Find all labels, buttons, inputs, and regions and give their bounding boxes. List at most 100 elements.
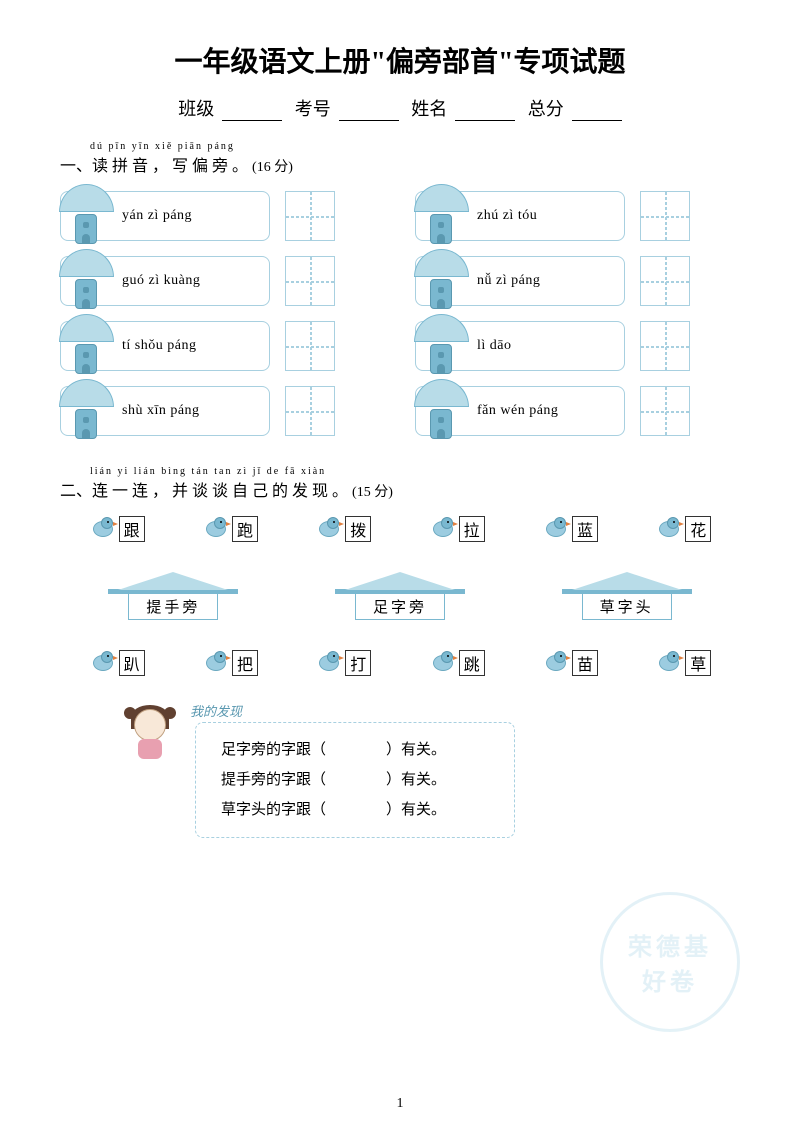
- mushroom-item-1: zhú zì tóu: [415, 191, 740, 241]
- mushroom-grid: yán zì páng zhú zì tóu guó zì kuàng: [60, 191, 740, 436]
- write-box[interactable]: [285, 256, 335, 306]
- char-box[interactable]: 草: [685, 650, 711, 676]
- mushroom-label: guó zì kuàng: [114, 273, 200, 289]
- birds-bottom-row: 趴 把 打 跳 苗 草: [60, 650, 740, 676]
- exam-no-blank[interactable]: [339, 103, 399, 121]
- discovery-title: 我的发现: [190, 701, 515, 720]
- mushroom-item-0: yán zì páng: [60, 191, 385, 241]
- write-box[interactable]: [640, 256, 690, 306]
- mushroom-box: lì dāo: [415, 321, 625, 371]
- house-label: 草字头: [582, 594, 672, 620]
- char-box[interactable]: 跳: [459, 650, 485, 676]
- section-2-points: (15 分): [352, 485, 393, 500]
- bird-icon: [202, 517, 230, 541]
- mushroom-item-3: nǚ zì páng: [415, 256, 740, 306]
- write-box[interactable]: [285, 321, 335, 371]
- mushroom-box: zhú zì tóu: [415, 191, 625, 241]
- char-box[interactable]: 蓝: [572, 516, 598, 542]
- bird-icon: [315, 517, 343, 541]
- house-item-2[interactable]: 草字头: [572, 572, 682, 620]
- page-title: 一年级语文上册"偏旁部首"专项试题: [60, 40, 740, 80]
- bird-icon: [542, 517, 570, 541]
- char-box[interactable]: 跑: [232, 516, 258, 542]
- mushroom-icon: [59, 189, 114, 244]
- char-box[interactable]: 打: [345, 650, 371, 676]
- house-roof: [572, 572, 682, 590]
- mushroom-icon: [414, 319, 469, 374]
- house-roof: [118, 572, 228, 590]
- discovery-line-2: 草字头的字跟（）有关。: [221, 795, 489, 825]
- total-blank[interactable]: [572, 103, 622, 121]
- class-blank[interactable]: [222, 103, 282, 121]
- section-2-number: 二、: [60, 483, 92, 500]
- mushroom-label: shù xīn páng: [114, 403, 200, 419]
- char-box[interactable]: 跟: [119, 516, 145, 542]
- mushroom-icon: [414, 254, 469, 309]
- exam-no-label: 考号: [295, 99, 331, 119]
- birds-top-row: 跟 跑 拨 拉 蓝 花: [60, 516, 740, 542]
- mushroom-box: shù xīn páng: [60, 386, 270, 436]
- house-item-1[interactable]: 足字旁: [345, 572, 455, 620]
- class-label: 班级: [178, 99, 214, 119]
- watermark-line2: 好卷: [642, 962, 698, 997]
- bird-top-item-2: 拨: [315, 516, 371, 542]
- write-box[interactable]: [640, 191, 690, 241]
- discovery-line-1: 提手旁的字跟（）有关。: [221, 765, 489, 795]
- total-label: 总分: [528, 99, 564, 119]
- bird-icon: [429, 517, 457, 541]
- mushroom-item-7: fǎn wén páng: [415, 386, 740, 436]
- write-box[interactable]: [285, 386, 335, 436]
- write-box[interactable]: [640, 386, 690, 436]
- mushroom-icon: [414, 384, 469, 439]
- char-box[interactable]: 拉: [459, 516, 485, 542]
- mushroom-item-6: shù xīn páng: [60, 386, 385, 436]
- house-label: 足字旁: [355, 594, 445, 620]
- mushroom-label: tí shǒu páng: [114, 338, 196, 354]
- write-box[interactable]: [640, 321, 690, 371]
- bird-top-item-4: 蓝: [542, 516, 598, 542]
- section-2-text: 连一连，并谈谈自己的发现。: [92, 483, 352, 500]
- page-number: 1: [397, 1096, 404, 1112]
- bird-icon: [542, 651, 570, 675]
- discovery-line-0: 足字旁的字跟（）有关。: [221, 735, 489, 765]
- mushroom-label: lì dāo: [469, 338, 512, 354]
- bird-icon: [429, 651, 457, 675]
- house-item-0[interactable]: 提手旁: [118, 572, 228, 620]
- section-1-pinyin: dú pīn yīn xiě piān páng: [90, 141, 740, 152]
- bird-top-item-5: 花: [655, 516, 711, 542]
- char-box[interactable]: 拨: [345, 516, 371, 542]
- mushroom-item-2: guó zì kuàng: [60, 256, 385, 306]
- bird-icon: [655, 517, 683, 541]
- section-1-points: (16 分): [252, 160, 293, 175]
- discovery-section: 我的发现 足字旁的字跟（）有关。提手旁的字跟（）有关。草字头的字跟（）有关。: [120, 701, 740, 838]
- bird-icon: [89, 651, 117, 675]
- mushroom-icon: [59, 384, 114, 439]
- bird-icon: [202, 651, 230, 675]
- char-box[interactable]: 苗: [572, 650, 598, 676]
- mushroom-icon: [59, 319, 114, 374]
- mushroom-box: nǚ zì páng: [415, 256, 625, 306]
- section-1-text: 读拼音，写偏旁。: [92, 158, 252, 175]
- bird-top-item-1: 跑: [202, 516, 258, 542]
- mushroom-icon: [59, 254, 114, 309]
- mushroom-box: yán zì páng: [60, 191, 270, 241]
- char-box[interactable]: 把: [232, 650, 258, 676]
- section-1-number: 一、: [60, 158, 92, 175]
- mushroom-icon: [414, 189, 469, 244]
- bird-bottom-item-2: 打: [315, 650, 371, 676]
- char-box[interactable]: 花: [685, 516, 711, 542]
- write-box[interactable]: [285, 191, 335, 241]
- bird-icon: [315, 651, 343, 675]
- name-blank[interactable]: [455, 103, 515, 121]
- houses-row: 提手旁 足字旁 草字头: [60, 572, 740, 620]
- mushroom-item-5: lì dāo: [415, 321, 740, 371]
- watermark: 荣德基 好卷: [600, 892, 740, 1032]
- section-2-pinyin: lián yi lián bìng tán tan zì jǐ de fā xi…: [90, 466, 740, 477]
- mushroom-label: fǎn wén páng: [469, 403, 558, 419]
- bird-bottom-item-3: 跳: [429, 650, 485, 676]
- bird-icon: [89, 517, 117, 541]
- bird-top-item-3: 拉: [429, 516, 485, 542]
- house-roof: [345, 572, 455, 590]
- char-box[interactable]: 趴: [119, 650, 145, 676]
- mushroom-label: zhú zì tóu: [469, 208, 537, 224]
